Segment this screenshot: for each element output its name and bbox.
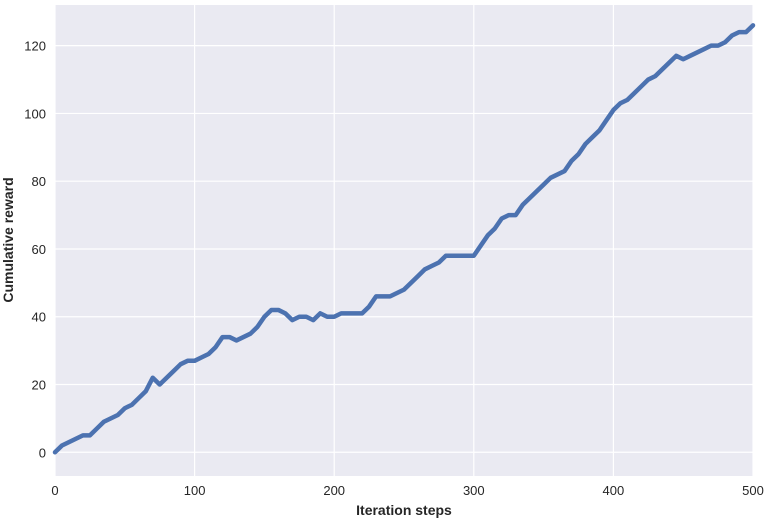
x-axis-label: Iteration steps [356,502,452,518]
x-tick-label: 500 [742,483,764,498]
y-tick-label: 20 [32,378,46,393]
y-tick-labels: 0 20 40 60 80 100 120 [24,39,46,461]
y-tick-label: 80 [32,174,46,189]
x-tick-labels: 0 100 200 300 400 500 [51,483,763,498]
y-tick-label: 120 [24,39,46,54]
x-tick-label: 300 [463,483,485,498]
grid [54,5,754,476]
y-tick-label: 0 [39,445,46,460]
x-tick-label: 400 [603,483,625,498]
series-layer [52,23,756,455]
y-tick-label: 40 [32,310,46,325]
y-tick-label: 100 [24,106,46,121]
x-tick-label: 0 [51,483,58,498]
series-line [52,23,756,455]
x-tick-label: 100 [184,483,206,498]
plot-background [55,5,753,476]
y-axis-label: Cumulative reward [0,177,16,302]
y-tick-label: 60 [32,242,46,257]
x-tick-label: 200 [323,483,345,498]
